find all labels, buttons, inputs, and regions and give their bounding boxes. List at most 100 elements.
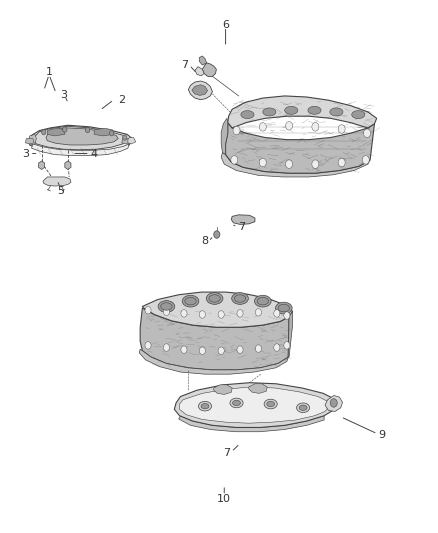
Ellipse shape (206, 293, 223, 304)
Circle shape (364, 129, 371, 138)
Circle shape (237, 346, 243, 353)
Circle shape (145, 342, 151, 349)
Ellipse shape (209, 295, 220, 302)
Polygon shape (25, 139, 34, 144)
Circle shape (231, 156, 238, 164)
Polygon shape (202, 63, 216, 77)
Circle shape (259, 158, 266, 167)
Ellipse shape (308, 106, 321, 114)
Circle shape (214, 231, 220, 238)
Polygon shape (128, 138, 136, 144)
Ellipse shape (185, 297, 196, 305)
Polygon shape (192, 85, 208, 95)
Circle shape (362, 156, 369, 164)
Polygon shape (28, 134, 36, 145)
Ellipse shape (267, 401, 275, 407)
Polygon shape (33, 126, 127, 150)
Ellipse shape (297, 403, 310, 413)
Circle shape (110, 131, 114, 136)
Circle shape (286, 160, 293, 168)
Text: 5: 5 (57, 186, 64, 196)
Circle shape (163, 308, 170, 316)
Polygon shape (139, 349, 288, 374)
Polygon shape (179, 416, 324, 432)
Ellipse shape (254, 295, 271, 307)
Ellipse shape (232, 293, 248, 304)
Polygon shape (199, 56, 207, 65)
Circle shape (255, 345, 261, 352)
Ellipse shape (263, 108, 276, 116)
Circle shape (145, 306, 151, 314)
Ellipse shape (161, 303, 172, 310)
Text: 1: 1 (46, 68, 53, 77)
Circle shape (259, 123, 266, 131)
Polygon shape (94, 128, 113, 136)
Ellipse shape (201, 403, 209, 409)
Circle shape (63, 127, 67, 132)
Ellipse shape (330, 108, 343, 116)
Polygon shape (325, 395, 343, 411)
Circle shape (181, 346, 187, 353)
Ellipse shape (158, 301, 175, 312)
Circle shape (42, 130, 46, 135)
Text: 2: 2 (118, 95, 125, 104)
Polygon shape (214, 385, 232, 394)
Ellipse shape (234, 295, 246, 302)
Polygon shape (180, 387, 329, 423)
Circle shape (284, 312, 290, 319)
Polygon shape (43, 177, 71, 186)
Circle shape (338, 125, 345, 133)
Circle shape (255, 309, 261, 316)
Text: 7: 7 (223, 448, 230, 458)
Circle shape (85, 127, 90, 133)
Circle shape (274, 344, 280, 351)
Circle shape (218, 347, 224, 354)
Polygon shape (221, 118, 228, 155)
Text: 7: 7 (181, 60, 188, 70)
Polygon shape (288, 311, 293, 357)
Circle shape (330, 399, 337, 407)
Text: 3: 3 (22, 149, 29, 158)
Circle shape (181, 310, 187, 317)
Circle shape (199, 347, 205, 354)
Circle shape (123, 135, 127, 140)
Circle shape (237, 310, 243, 317)
Polygon shape (140, 308, 289, 370)
Ellipse shape (230, 398, 243, 408)
Ellipse shape (276, 302, 292, 314)
Ellipse shape (278, 304, 290, 312)
Polygon shape (195, 67, 204, 76)
Polygon shape (174, 383, 336, 427)
Polygon shape (32, 144, 129, 156)
Circle shape (284, 342, 290, 349)
Ellipse shape (352, 110, 365, 118)
Ellipse shape (264, 399, 277, 409)
Polygon shape (221, 152, 370, 177)
Circle shape (312, 123, 319, 131)
Polygon shape (47, 128, 65, 136)
Circle shape (233, 126, 240, 135)
Text: 7: 7 (238, 222, 245, 232)
Ellipse shape (198, 401, 212, 411)
Ellipse shape (182, 295, 199, 307)
Polygon shape (39, 161, 45, 169)
Circle shape (218, 311, 224, 318)
Circle shape (274, 310, 280, 317)
Circle shape (338, 158, 345, 167)
Circle shape (312, 160, 319, 168)
Polygon shape (65, 161, 71, 169)
Polygon shape (28, 125, 132, 154)
Ellipse shape (241, 110, 254, 118)
Polygon shape (226, 123, 374, 173)
Text: 3: 3 (60, 90, 67, 100)
Polygon shape (231, 215, 255, 224)
Ellipse shape (233, 400, 240, 406)
Polygon shape (188, 81, 212, 100)
Text: 6: 6 (222, 20, 229, 29)
Ellipse shape (257, 297, 268, 305)
Circle shape (199, 311, 205, 318)
Text: 9: 9 (378, 430, 385, 440)
Text: 8: 8 (201, 237, 208, 246)
Text: 10: 10 (217, 494, 231, 504)
Text: 4: 4 (91, 149, 98, 158)
